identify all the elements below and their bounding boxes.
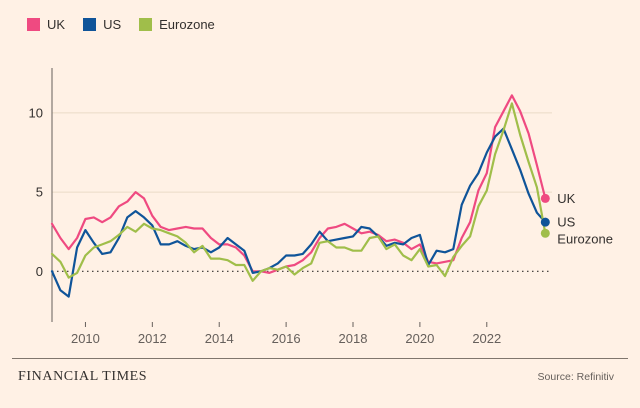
legend-label: US — [103, 17, 122, 32]
series-line-us — [50, 127, 547, 298]
legend-label: UK — [47, 17, 66, 32]
source-label: Source: Refinitiv — [537, 371, 614, 383]
series-end-dot-us — [540, 217, 550, 227]
footer: FINANCIAL TIMES Source: Refinitiv — [0, 358, 640, 385]
series-end-dot-eurozone — [540, 228, 550, 238]
series-line-eurozone — [50, 102, 547, 282]
y-tick-label: 0 — [36, 264, 43, 279]
inflation-line-chart: 0 5 10 2010 2012 2014 2016 2018 2020 2022 UK US Euro… — [29, 68, 613, 346]
x-tick-label: 2016 — [272, 331, 301, 346]
y-tick-label: 10 — [29, 105, 43, 120]
series-end-label-us: US — [557, 215, 575, 230]
legend-swatch-uk — [27, 18, 40, 31]
y-tick-label: 5 — [36, 185, 43, 200]
legend-label: Eurozone — [159, 17, 215, 32]
series-end-label-eurozone: Eurozone — [557, 232, 613, 247]
series-end-label-uk: UK — [557, 191, 575, 206]
legend-item-us: US — [83, 17, 121, 32]
footer-divider — [12, 358, 628, 359]
legend-item-uk: UK — [27, 17, 65, 32]
x-tick-label: 2012 — [138, 331, 167, 346]
x-tick-label: 2018 — [339, 331, 368, 346]
x-tick-label: 2010 — [71, 331, 100, 346]
x-tick-label: 2014 — [205, 331, 234, 346]
legend-item-eurozone: Eurozone — [139, 17, 215, 32]
x-tick-label: 2022 — [472, 331, 501, 346]
chart-legend: UK US Eurozone — [27, 17, 215, 32]
series-end-dot-uk — [540, 193, 550, 203]
series-line-uk — [50, 94, 547, 274]
legend-swatch-us — [83, 18, 97, 31]
x-tick-label: 2020 — [405, 331, 434, 346]
legend-swatch-eurozone — [139, 18, 153, 31]
ft-brand-wordmark: FINANCIAL TIMES — [18, 369, 148, 384]
